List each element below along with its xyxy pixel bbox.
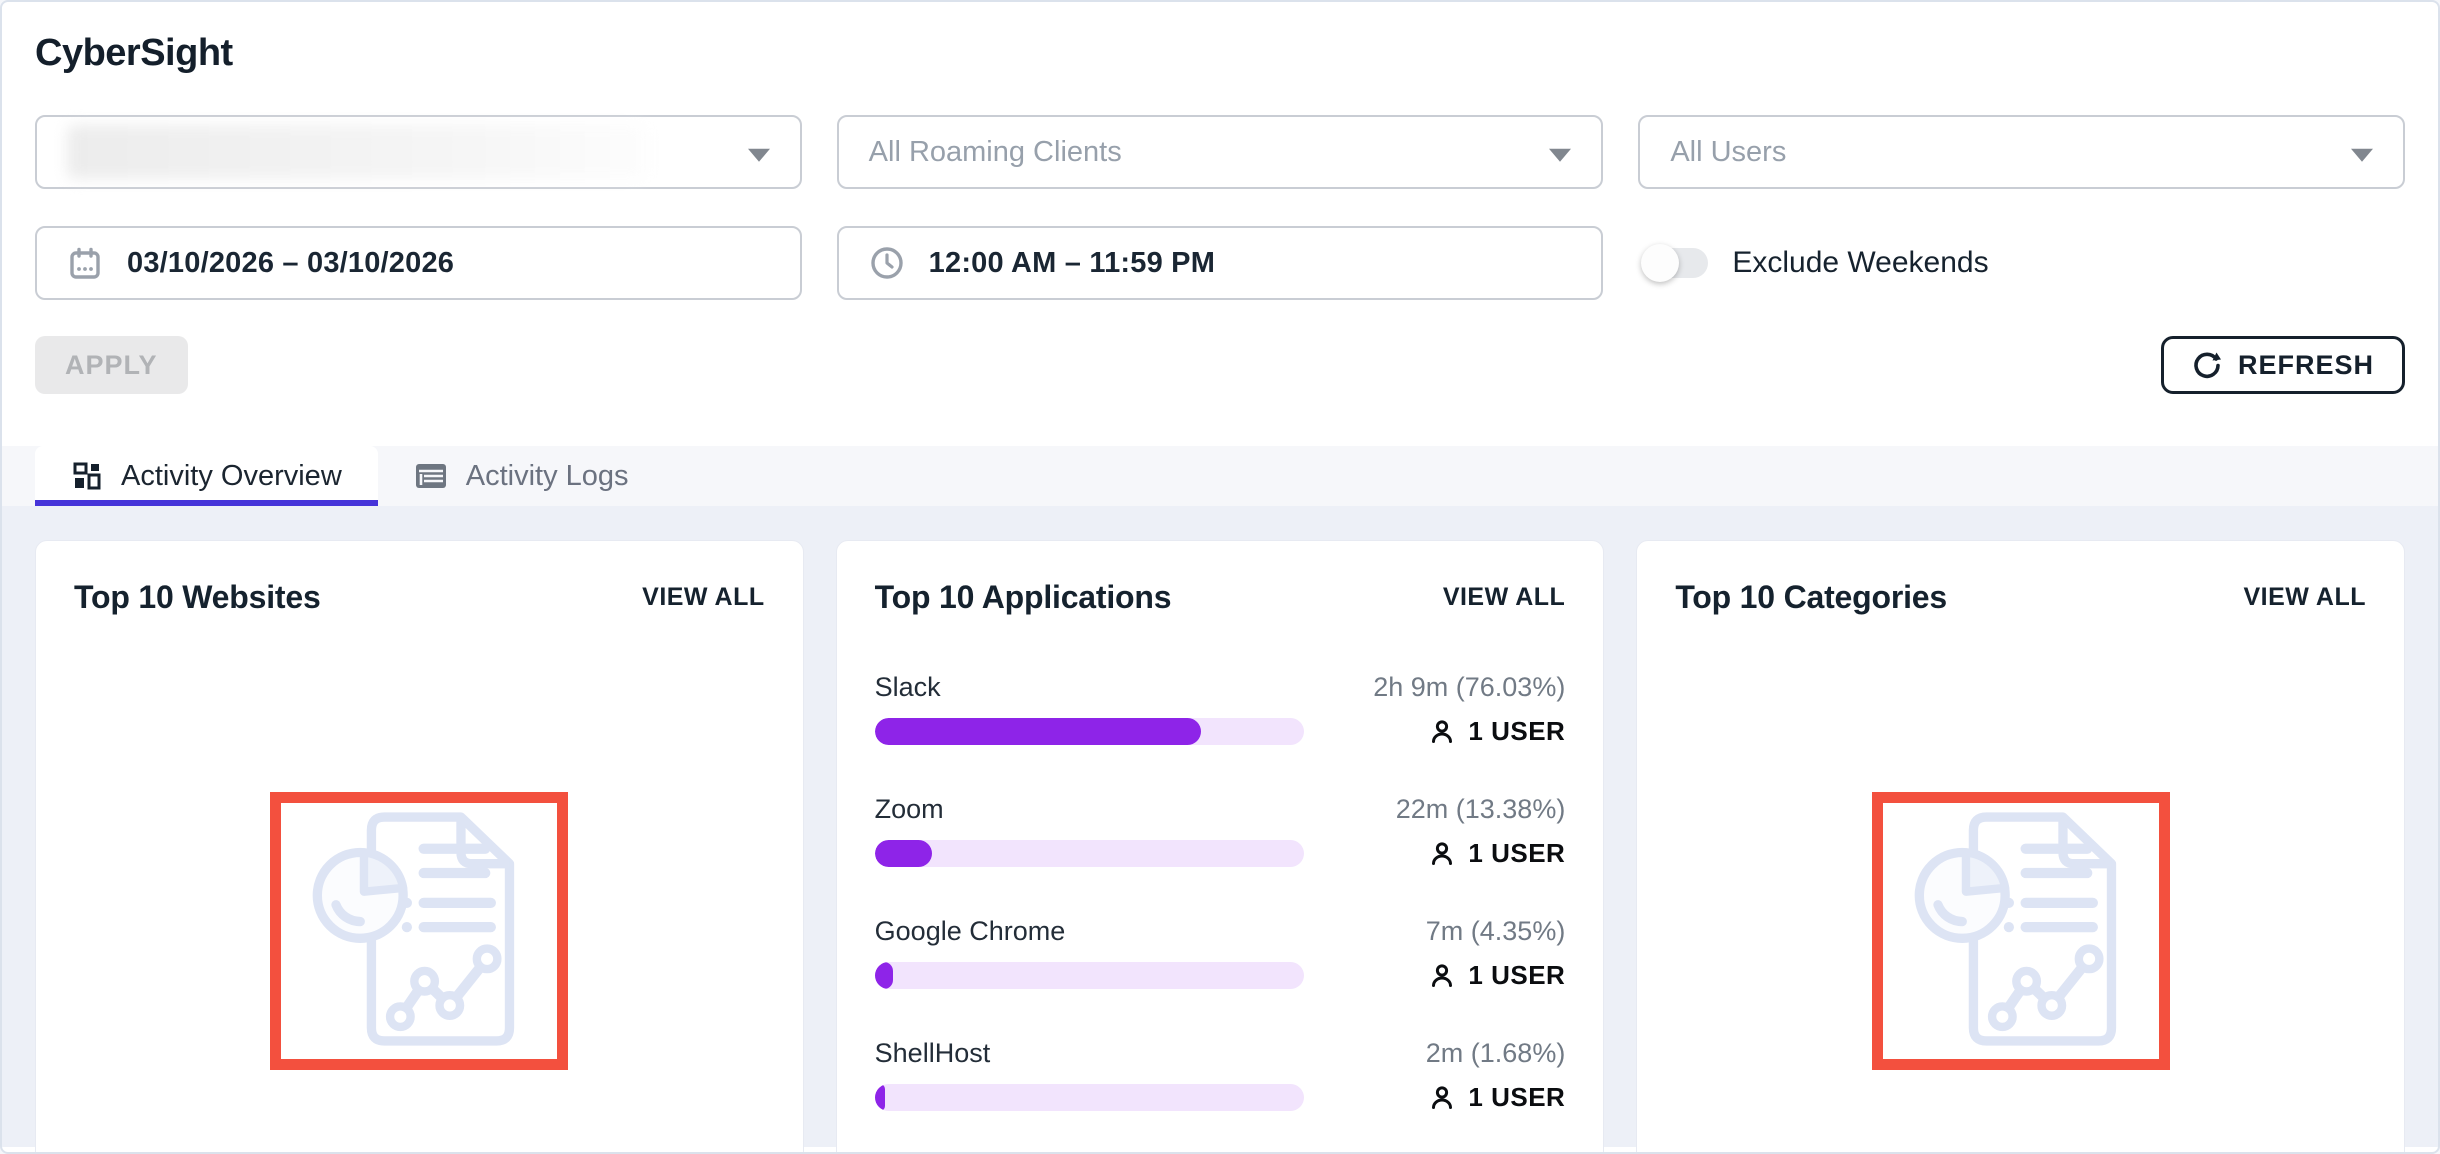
empty-report-illustration — [1913, 804, 2129, 1059]
card-title: Top 10 Websites — [74, 579, 321, 615]
application-name: ShellHost — [874, 1038, 991, 1068]
exclude-weekends-label: Exclude Weekends — [1732, 246, 1989, 279]
red-annotation-box — [1871, 792, 2170, 1070]
usage-duration-percent: 7m (4.35%) — [1425, 916, 1566, 946]
users-placeholder: All Users — [1670, 135, 1787, 168]
top-applications-card: Top 10 Applications VIEW ALL Slack 2h 9m … — [835, 540, 1605, 1152]
application-name: Google Chrome — [874, 916, 1066, 946]
application-usage-row: Slack 2h 9m (76.03%) 1 USER — [874, 672, 1566, 747]
top-bar: CyberSight — [2, 2, 2438, 75]
date-range-value: 03/10/2026 – 03/10/2026 — [127, 246, 455, 279]
time-range-picker[interactable]: 12:00 AM – 11:59 PM — [836, 226, 1604, 300]
tab-activity-overview[interactable]: Activity Overview — [35, 446, 378, 506]
activity-overview-panel: Top 10 Websites VIEW ALL Top 10 Applicat… — [2, 506, 2438, 1152]
tab-bar: Activity Overview Activity Logs — [2, 446, 2438, 506]
roaming-clients-dropdown[interactable]: All Roaming Clients — [836, 115, 1604, 189]
usage-progress-fill — [874, 962, 894, 989]
exclude-weekends-toggle[interactable] — [1641, 244, 1709, 282]
application-usage-row: Google Chrome 7m (4.35%) 1 USER — [874, 916, 1566, 991]
exclude-weekends-control: Exclude Weekends — [1638, 226, 2405, 300]
tab-label: Activity Logs — [465, 459, 629, 492]
calendar-icon — [67, 245, 103, 281]
roaming-clients-placeholder: All Roaming Clients — [868, 135, 1122, 168]
toggle-knob — [1641, 244, 1680, 282]
usage-duration-percent: 2m (1.68%) — [1425, 1038, 1566, 1068]
application-usage-row: Zoom 22m (13.38%) 1 USER — [874, 794, 1566, 869]
top-categories-card: Top 10 Categories VIEW ALL — [1636, 540, 2405, 1152]
usage-progress-fill — [874, 718, 1202, 745]
user-count: 1 USER — [1468, 1082, 1566, 1112]
websites-view-all-button[interactable]: VIEW ALL — [642, 583, 765, 611]
tab-label: Activity Overview — [121, 459, 342, 492]
organization-dropdown[interactable] — [35, 115, 802, 189]
table-list-icon — [414, 461, 448, 491]
usage-progress-fill — [874, 840, 933, 867]
card-title: Top 10 Applications — [874, 579, 1172, 615]
filters-section: All Roaming Clients All Users — [2, 115, 2438, 300]
user-icon — [1428, 840, 1456, 868]
user-icon — [1428, 962, 1456, 990]
user-count: 1 USER — [1468, 960, 1566, 990]
top-websites-card: Top 10 Websites VIEW ALL — [35, 540, 804, 1152]
application-usage-row: ShellHost 2m (1.68%) 1 USER — [874, 1038, 1566, 1113]
time-range-value: 12:00 AM – 11:59 PM — [928, 246, 1216, 279]
chevron-down-icon — [2351, 148, 2373, 162]
usage-progress-bar — [874, 1084, 1305, 1111]
usage-progress-fill — [874, 1084, 885, 1111]
categories-view-all-button[interactable]: VIEW ALL — [2243, 583, 2366, 611]
application-name: Slack — [874, 672, 941, 702]
usage-progress-bar — [874, 962, 1305, 989]
applications-view-all-button[interactable]: VIEW ALL — [1442, 583, 1566, 611]
chevron-down-icon — [747, 148, 770, 162]
usage-progress-bar — [874, 718, 1305, 745]
refresh-button[interactable]: REFRESH — [2160, 336, 2405, 394]
tab-activity-logs[interactable]: Activity Logs — [378, 446, 665, 506]
dashboard-grid-icon — [71, 460, 103, 492]
refresh-label: REFRESH — [2237, 349, 2374, 380]
user-count: 1 USER — [1468, 716, 1566, 746]
page-title: CyberSight — [35, 32, 233, 74]
usage-duration-percent: 22m (13.38%) — [1395, 794, 1566, 824]
clock-icon — [869, 245, 905, 281]
actions-row: APPLY REFRESH — [2, 336, 2438, 394]
apply-button[interactable]: APPLY — [35, 336, 188, 394]
empty-report-illustration — [311, 804, 527, 1059]
usage-progress-bar — [874, 840, 1305, 867]
application-name: Zoom — [874, 794, 944, 824]
card-title: Top 10 Categories — [1675, 579, 1947, 615]
users-dropdown[interactable]: All Users — [1638, 115, 2405, 189]
chevron-down-icon — [1549, 148, 1572, 162]
applications-usage-list: Slack 2h 9m (76.03%) 1 USER Zoom 22m (13.38%… — [874, 672, 1566, 1113]
user-count: 1 USER — [1468, 838, 1566, 868]
user-icon — [1428, 718, 1456, 746]
date-range-picker[interactable]: 03/10/2026 – 03/10/2026 — [35, 226, 802, 300]
refresh-icon — [2192, 350, 2222, 380]
usage-duration-percent: 2h 9m (76.03%) — [1373, 672, 1566, 702]
user-icon — [1428, 1084, 1456, 1112]
red-annotation-box — [270, 792, 569, 1070]
redacted-organization-value — [67, 125, 647, 179]
